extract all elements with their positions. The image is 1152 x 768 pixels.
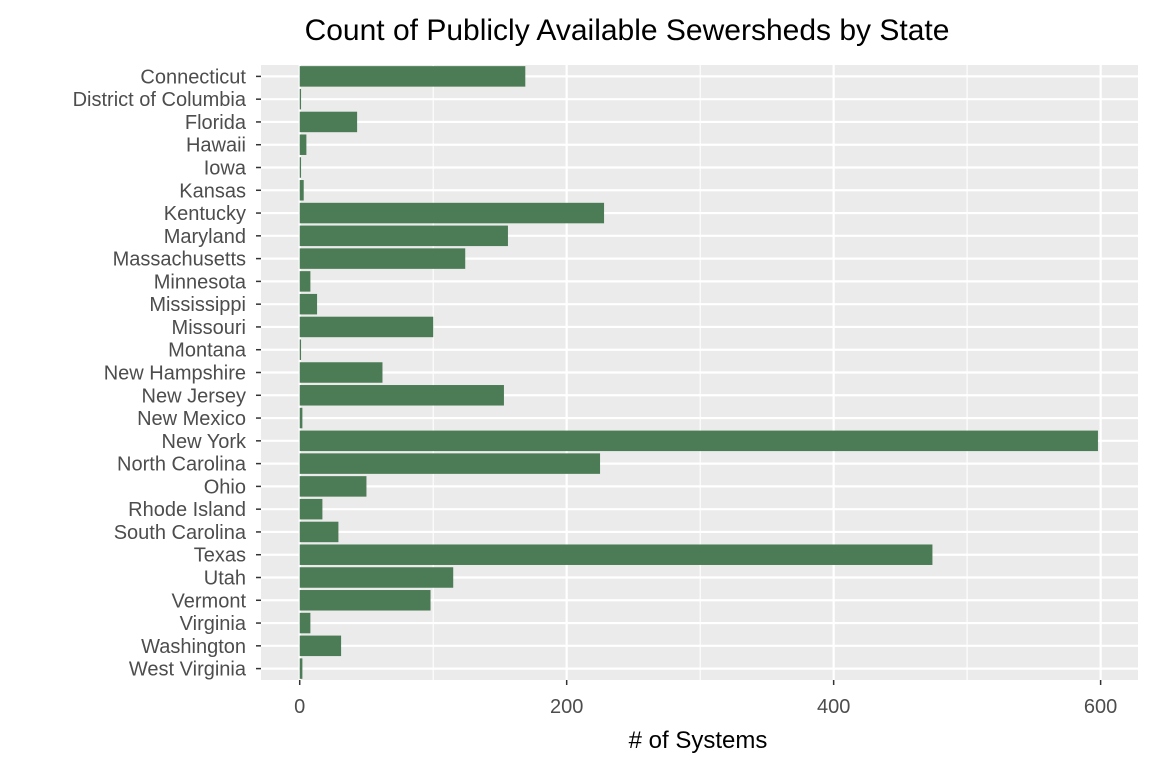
bar-new-mexico xyxy=(299,407,303,429)
bar-massachusetts xyxy=(299,248,466,269)
bar-south-carolina xyxy=(299,521,339,543)
bar-texas xyxy=(299,544,933,565)
y-tick-label: New Jersey xyxy=(142,385,246,407)
bar-north-carolina xyxy=(299,453,601,474)
bar-montana xyxy=(299,339,302,360)
bar-connecticut xyxy=(299,66,526,87)
x-tick-label: 200 xyxy=(550,696,583,718)
bar-kentucky xyxy=(299,202,605,224)
y-tick-label: North Carolina xyxy=(117,454,247,476)
y-tick-label: New York xyxy=(162,431,247,453)
x-tick-label: 400 xyxy=(817,696,850,718)
x-tick-label: 0 xyxy=(294,696,305,718)
y-tick-label: Florida xyxy=(185,112,247,134)
bar-hawaii xyxy=(299,134,307,155)
y-tick-label: Ohio xyxy=(204,476,246,498)
y-tick-label: Minnesota xyxy=(154,271,247,293)
y-tick-label: Connecticut xyxy=(140,66,246,88)
bar-rhode-island xyxy=(299,498,323,520)
y-tick-label: Maryland xyxy=(164,226,246,248)
y-tick-label: Kansas xyxy=(179,180,246,202)
x-axis: 0 200 400 600 xyxy=(294,680,1117,718)
chart-title: Count of Publicly Available Sewersheds b… xyxy=(305,14,950,47)
y-tick-label: Massachusetts xyxy=(113,249,246,271)
bar-missouri xyxy=(299,316,434,338)
x-axis-label: # of Systems xyxy=(629,727,768,754)
bar-vermont xyxy=(299,590,431,611)
y-tick-label: Vermont xyxy=(172,590,247,612)
y-tick-label: Kentucky xyxy=(164,203,246,225)
bar-minnesota xyxy=(299,271,311,292)
y-tick-label: Montana xyxy=(168,340,247,362)
y-tick-label: West Virginia xyxy=(129,659,247,681)
bar-new-jersey xyxy=(299,385,504,406)
bar-maryland xyxy=(299,225,508,247)
bar-florida xyxy=(299,111,358,133)
bar-west-virginia xyxy=(299,658,303,679)
y-tick-label: New Mexico xyxy=(137,408,246,430)
bar-iowa xyxy=(299,157,302,178)
bar-mississippi xyxy=(299,293,318,315)
bar-ohio xyxy=(299,476,367,497)
y-tick-label: Utah xyxy=(204,568,246,590)
x-tick-label: 600 xyxy=(1084,696,1117,718)
y-tick-label: Washington xyxy=(141,636,246,658)
bar-new-hampshire xyxy=(299,362,383,383)
y-tick-label: Mississippi xyxy=(149,294,246,316)
y-tick-label: Iowa xyxy=(204,158,247,180)
bar-washington xyxy=(299,635,342,657)
y-tick-label: Virginia xyxy=(180,613,247,635)
y-tick-label: Texas xyxy=(194,545,246,567)
y-tick-label: Missouri xyxy=(172,317,246,339)
y-tick-label: South Carolina xyxy=(114,522,247,544)
bar-virginia xyxy=(299,612,311,634)
y-tick-label: District of Columbia xyxy=(73,89,247,111)
bar-utah xyxy=(299,567,454,588)
bar-new-york xyxy=(299,430,1098,452)
bar-kansas xyxy=(299,180,304,201)
bar-district-of-columbia xyxy=(299,88,302,110)
y-tick-label: Rhode Island xyxy=(128,499,246,521)
y-tick-label: Hawaii xyxy=(186,135,246,157)
bars xyxy=(299,66,1098,679)
y-tick-label: New Hampshire xyxy=(104,363,246,385)
